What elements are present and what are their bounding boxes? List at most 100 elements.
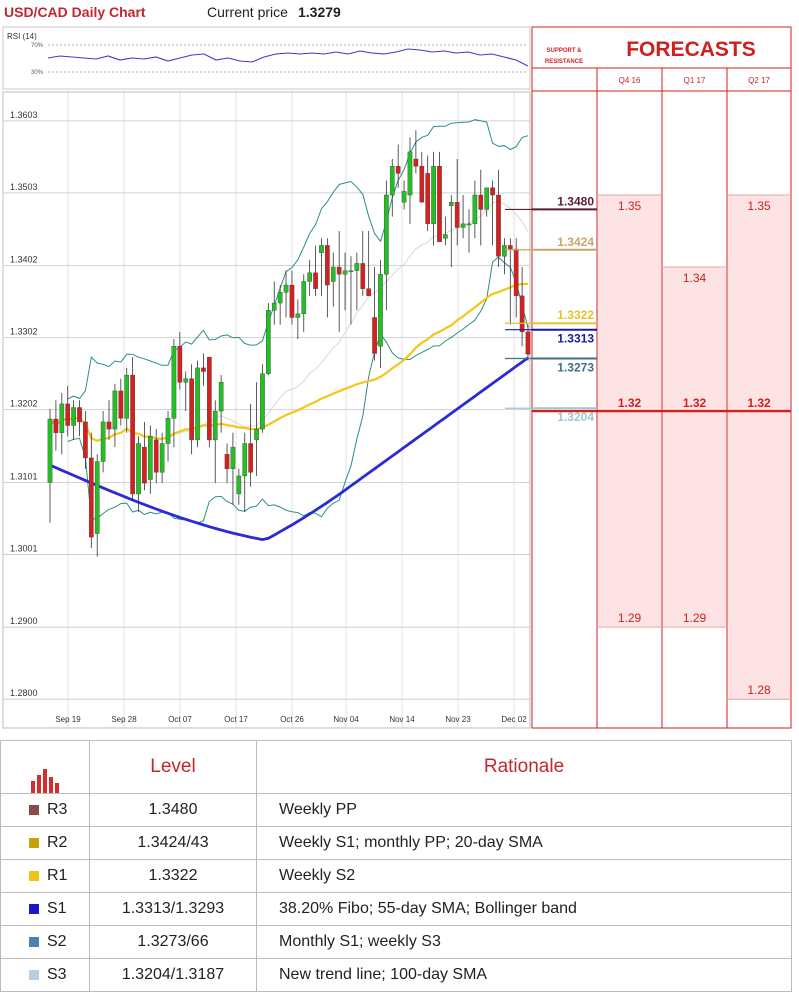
forecast-mid-label: 1.32 (747, 396, 771, 410)
y-tick-label: 1.3402 (10, 255, 38, 265)
sma55-line (49, 282, 529, 442)
candle-body (218, 382, 224, 412)
table-header-row: Level Rationale (0, 740, 792, 794)
candle-body (189, 378, 194, 441)
candle-body (360, 263, 366, 289)
level-color-swatch (29, 870, 39, 881)
x-tick-label: Nov 23 (445, 715, 471, 724)
candle-body (71, 407, 76, 426)
candle-body (484, 187, 490, 210)
table-row: R3 1.3480 Weekly PP (0, 793, 792, 827)
level-code-cell: R2 (0, 826, 90, 860)
bollinger-lower-line (67, 256, 529, 524)
y-tick-label: 1.3302 (10, 327, 38, 337)
candle-body (100, 421, 106, 462)
rationale-header: Rationale (256, 740, 792, 794)
candle-body (289, 284, 295, 318)
candle-body (171, 346, 177, 419)
candle-body (165, 418, 171, 444)
level-value: 1.3313/1.3293 (89, 892, 257, 926)
sr-level-label: 1.3313 (557, 332, 594, 346)
level-rationale: Monthly S1; weekly S3 (256, 925, 792, 959)
price-label: Current price (207, 4, 288, 20)
candle-body (236, 475, 242, 495)
table-row: S1 1.3313/1.3293 38.20% Fibo; 55-day SMA; … (0, 892, 792, 926)
candle-body (195, 367, 200, 441)
candle-body (118, 390, 124, 419)
candle-body (342, 270, 348, 275)
table-row: R1 1.3322 Weekly S2 (0, 859, 792, 893)
level-code: R3 (47, 800, 68, 818)
rsi-panel (2, 26, 531, 90)
level-code-cell: S3 (0, 958, 90, 992)
candle-body (106, 421, 112, 430)
candle-body (130, 374, 135, 495)
candle-body (242, 443, 248, 477)
table-row: S2 1.3273/66 Monthly S1; weekly S3 (0, 925, 792, 959)
candle-body (348, 270, 354, 273)
candle-body (301, 281, 307, 315)
candle-body (525, 331, 531, 355)
forecast-high-label: 1.35 (747, 199, 771, 213)
candle-body (307, 272, 312, 282)
candle-body (384, 194, 389, 275)
candle-body (112, 390, 118, 430)
candle-body (419, 166, 425, 203)
candle-body (124, 374, 130, 419)
candle-body (183, 378, 189, 383)
forecast-low-label: 1.29 (618, 611, 642, 625)
candle-body (83, 421, 88, 459)
level-color-swatch (29, 804, 39, 815)
candle-body (260, 373, 265, 430)
candle-body (395, 166, 401, 174)
level-code-cell: R3 (0, 793, 90, 827)
candle-body (437, 166, 442, 243)
x-tick-label: Nov 14 (389, 715, 415, 724)
x-tick-label: Nov 04 (333, 715, 359, 724)
y-tick-label: 1.2800 (10, 688, 38, 698)
levels-table: Level Rationale R3 1.3480 Weekly PP R2 1.342… (0, 740, 792, 992)
sr-level-label: 1.3273 (557, 361, 594, 375)
candle-body (372, 317, 377, 354)
level-rationale: Weekly S2 (256, 859, 792, 893)
forecast-range-band (663, 267, 726, 628)
chart-area: USD/CAD Daily Chart Current price 1.3279… (2, 4, 792, 729)
level-code-cell: S2 (0, 925, 90, 959)
candle-body (230, 446, 236, 469)
forecast-range-band (728, 195, 790, 700)
candle-body (254, 428, 259, 441)
level-code: R2 (47, 833, 68, 851)
level-rationale: 38.20% Fibo; 55-day SMA; Bollinger band (256, 892, 792, 926)
candle-body (153, 439, 159, 473)
x-tick-label: Oct 07 (168, 715, 192, 724)
candle-body (454, 202, 460, 228)
sma100-line (49, 356, 529, 542)
candle-body (47, 418, 53, 483)
candle-body (319, 245, 324, 253)
candle-body (266, 310, 271, 374)
candle-body (401, 191, 407, 203)
candle-body (212, 410, 218, 441)
forecast-low-label: 1.29 (683, 611, 707, 625)
level-code: R1 (47, 866, 68, 884)
level-color-swatch (29, 837, 39, 848)
candle-body (201, 367, 206, 372)
candle-body (325, 245, 330, 286)
y-tick-label: 1.3101 (10, 471, 38, 481)
candle-body (407, 151, 413, 196)
chart-title: USD/CAD Daily Chart (4, 4, 146, 20)
candle-body (448, 202, 454, 207)
rsi-level-30: 30% (31, 70, 44, 76)
support-resistance-label: SUPPORT & (546, 48, 582, 54)
sr-level-label: 1.3204 (557, 410, 594, 424)
forecasts-title: FORECASTS (626, 38, 756, 61)
candle-body (142, 446, 147, 484)
forecast-mid-label: 1.32 (618, 396, 642, 410)
bar-chart-icon (1, 741, 89, 793)
candle-body (519, 295, 525, 333)
candle-body (472, 194, 478, 225)
candle-body (207, 356, 212, 441)
candle-body (513, 248, 519, 297)
forecast-column-header: Q2 17 (748, 76, 770, 85)
candle-body (224, 454, 230, 469)
